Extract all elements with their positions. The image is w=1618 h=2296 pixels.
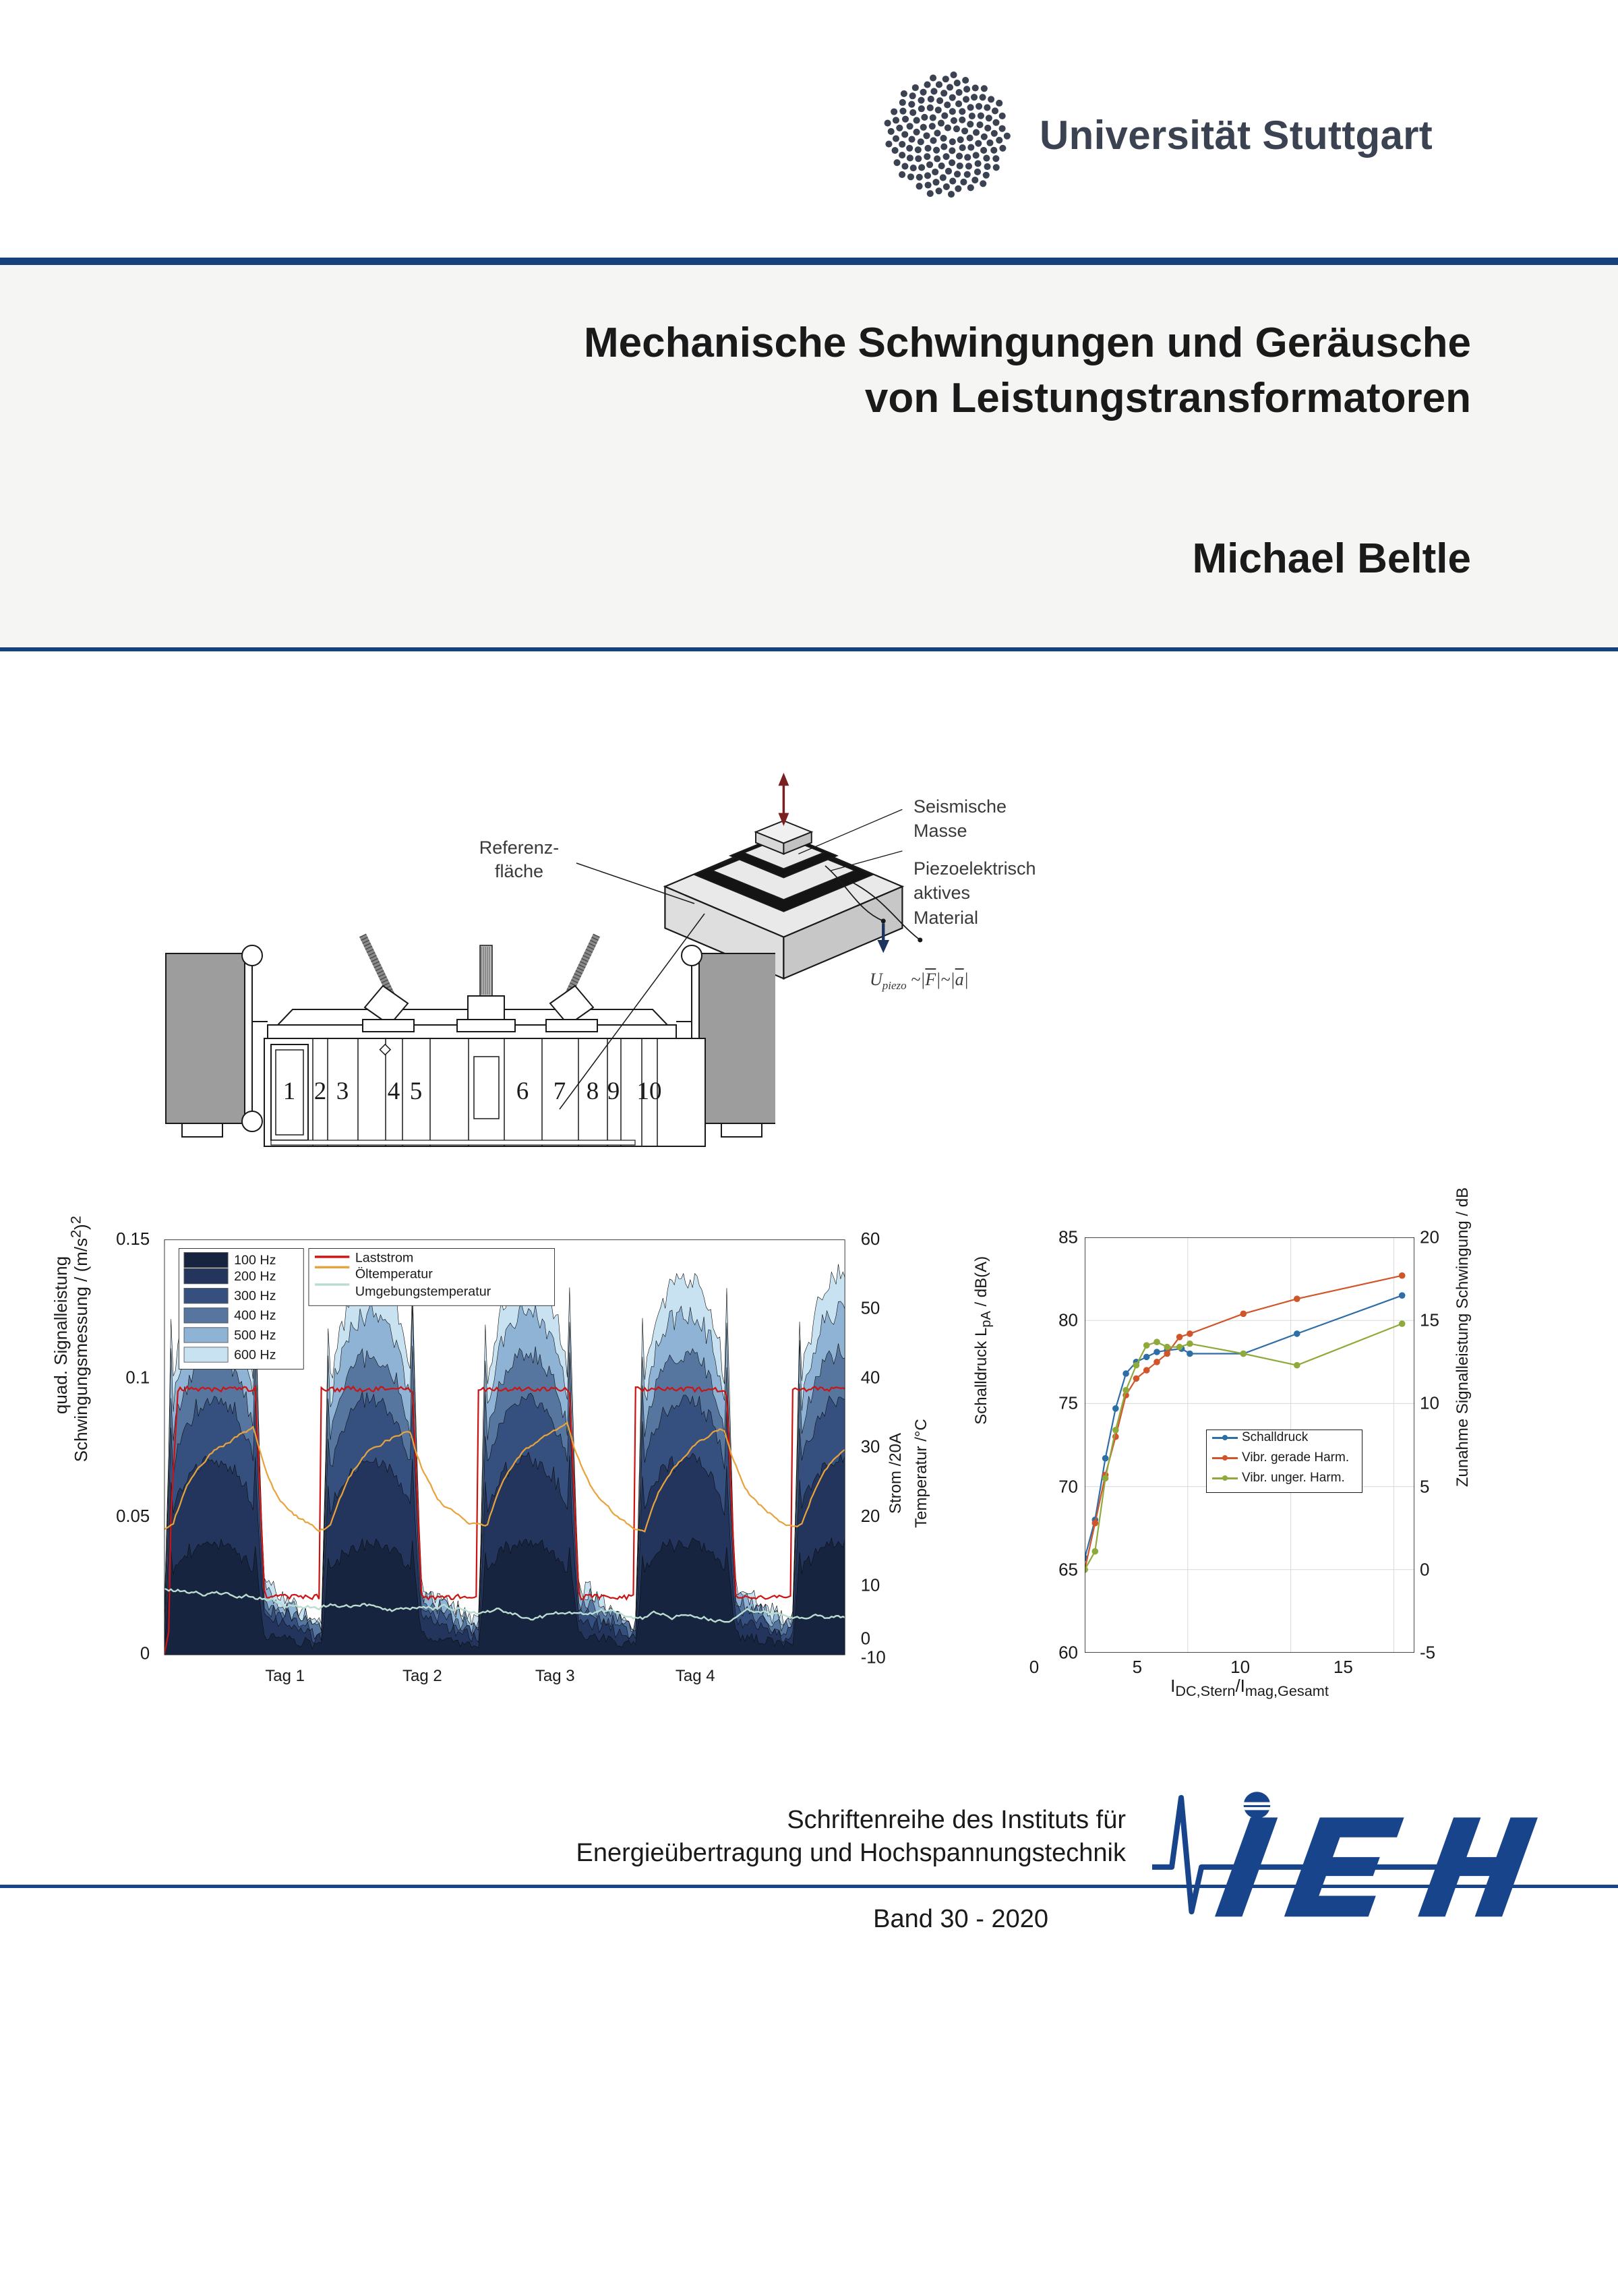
svg-text:9: 9 <box>607 1078 620 1105</box>
svg-text:10: 10 <box>637 1078 662 1105</box>
svg-text:8: 8 <box>587 1078 599 1105</box>
svg-text:7: 7 <box>553 1078 566 1105</box>
svg-text:1: 1 <box>283 1078 296 1105</box>
svg-text:3: 3 <box>336 1078 349 1105</box>
svg-text:5: 5 <box>410 1078 423 1105</box>
svg-text:2: 2 <box>314 1078 327 1105</box>
svg-text:4: 4 <box>388 1078 400 1105</box>
svg-text:6: 6 <box>516 1078 529 1105</box>
